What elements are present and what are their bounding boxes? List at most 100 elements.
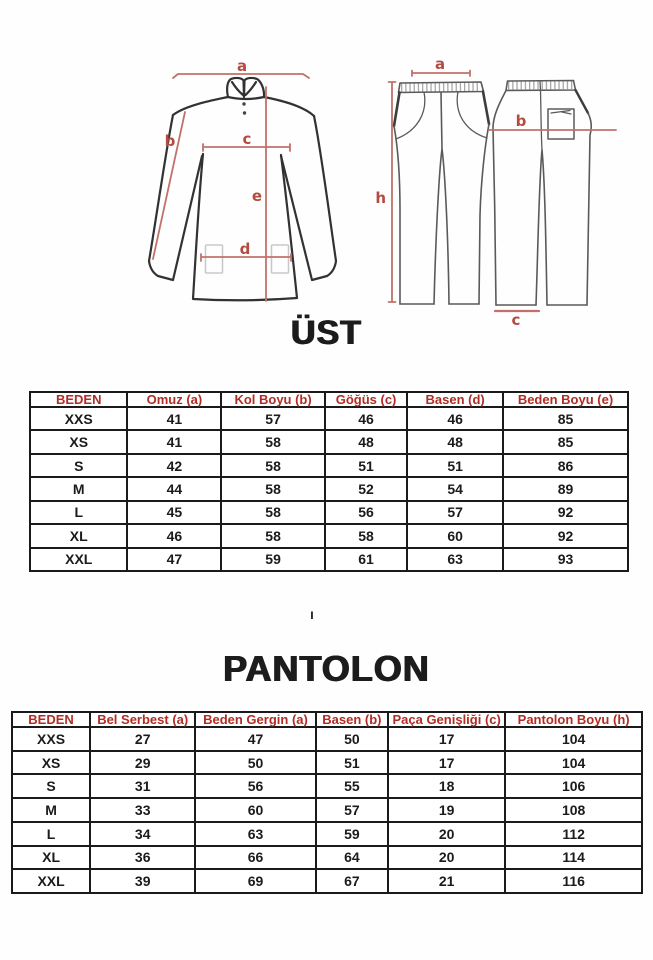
value-cell: 58	[220, 499, 326, 526]
value-cell: 56	[323, 499, 409, 526]
pants-label-h: h	[375, 189, 386, 207]
jacket-label-b: b	[165, 132, 176, 150]
table-row: L 34 63 59 20 112	[10, 820, 643, 847]
jacket-label-c: c	[243, 130, 252, 148]
value-cell: 64	[314, 844, 390, 871]
pants-front-schematic	[392, 81, 491, 305]
value-cell: 104	[504, 726, 643, 752]
column-header: Beden Gergin (a)	[194, 711, 317, 728]
ust-size-table: BEDEN Omuz (a) Kol Boyu (b) Göğüs (c) Ba…	[28, 391, 630, 573]
table-row: XXS 41 57 46 46 85	[28, 405, 630, 432]
value-cell: 55	[314, 773, 390, 800]
jacket-button	[242, 102, 246, 106]
column-header: Pantolon Boyu (h)	[504, 711, 643, 728]
pants-front-waistband	[397, 81, 485, 94]
value-cell: 46	[406, 405, 504, 432]
pants-back-outer-seams	[492, 89, 507, 306]
table-row: XL 46 58 58 60 92	[28, 523, 630, 549]
size-cell: XS	[28, 429, 129, 455]
value-cell: 54	[406, 476, 504, 502]
size-cell: M	[28, 476, 129, 502]
value-cell: 42	[126, 452, 223, 479]
table-row: XXL 47 59 61 63 93	[28, 546, 630, 573]
value-cell: 69	[194, 868, 317, 894]
value-cell: 50	[314, 726, 390, 752]
pantolon-size-table: BEDEN Bel Serbest (a) Beden Gergin (a) B…	[10, 711, 643, 894]
size-cell: XXL	[28, 546, 129, 573]
value-cell: 34	[89, 820, 197, 847]
measurement-labels: a b c e d a h b c	[165, 55, 527, 329]
pants-front-fly	[440, 91, 443, 150]
value-cell: 47	[194, 726, 317, 752]
value-cell: 17	[387, 726, 507, 752]
value-cell: 85	[501, 405, 630, 432]
value-cell: 67	[314, 868, 390, 894]
pants-back-pocket	[547, 108, 575, 140]
table-row: S 31 56 55 18 106	[10, 773, 643, 800]
value-cell: 57	[220, 405, 326, 432]
column-header: Göğüs (c)	[323, 391, 409, 408]
jacket-label-d: d	[240, 240, 251, 258]
size-cell: L	[28, 499, 129, 526]
value-cell: 60	[406, 523, 504, 549]
column-header: BEDEN	[10, 711, 92, 728]
value-cell: 41	[126, 429, 223, 455]
column-header: Beden Boyu (e)	[501, 391, 630, 408]
value-cell: 51	[314, 749, 390, 776]
pants-front-outer-seams	[393, 123, 490, 305]
measure-line-pants-a	[411, 69, 471, 77]
pants-front-pocket-bags	[395, 90, 488, 140]
pants-label-c: c	[512, 311, 521, 329]
jacket-pocket-right	[270, 244, 290, 274]
value-cell: 85	[501, 429, 630, 455]
value-cell: 48	[406, 429, 504, 455]
table-row: L 45 58 56 57 92	[28, 499, 630, 526]
value-cell: 41	[126, 405, 223, 432]
pants-back-outer-right	[586, 112, 593, 306]
value-cell: 39	[89, 868, 197, 894]
value-cell: 61	[323, 546, 409, 573]
value-cell: 57	[406, 499, 504, 526]
size-cell: XXS	[10, 726, 92, 752]
value-cell: 56	[194, 773, 317, 800]
value-cell: 47	[126, 546, 223, 573]
section-title-ust: ÜST	[291, 314, 362, 352]
value-cell: 51	[323, 452, 409, 479]
column-header: Basen (d)	[406, 391, 504, 408]
value-cell: 86	[501, 452, 630, 479]
column-header: Paça Genişliği (c)	[387, 711, 507, 728]
jacket-schematic	[147, 76, 338, 302]
pants-front-side-slants	[392, 90, 491, 128]
value-cell: 29	[89, 749, 197, 776]
value-cell: 20	[387, 844, 507, 871]
pants-back-fold-slant	[574, 88, 590, 115]
pants-front-waistband-hatch	[400, 82, 481, 92]
size-cell: XXS	[28, 405, 129, 432]
pants-back-center-seam	[539, 80, 543, 151]
table-row: XXS 27 47 50 17 104	[10, 726, 643, 752]
jacket-label-a: a	[237, 57, 247, 75]
value-cell: 51	[406, 452, 504, 479]
value-cell: 45	[126, 499, 223, 526]
value-cell: 60	[194, 797, 317, 823]
measure-line-jacket-d	[200, 253, 292, 262]
value-cell: 63	[194, 820, 317, 847]
value-cell: 18	[387, 773, 507, 800]
value-cell: 66	[194, 844, 317, 871]
value-cell: 52	[323, 476, 409, 502]
value-cell: 114	[504, 844, 643, 871]
value-cell: 58	[220, 476, 326, 502]
table-row: S 42 58 51 51 86	[28, 452, 630, 479]
value-cell: 46	[323, 405, 409, 432]
value-cell: 57	[314, 797, 390, 823]
jacket-pocket-left	[204, 244, 224, 274]
value-cell: 63	[406, 546, 504, 573]
value-cell: 36	[89, 844, 197, 871]
size-cell: XS	[10, 749, 92, 776]
value-cell: 112	[504, 820, 643, 847]
table-row: XL 36 66 64 20 114	[10, 844, 643, 871]
separator-tick-mark: ı	[310, 606, 314, 622]
pants-label-b: b	[516, 112, 527, 130]
size-cell: L	[10, 820, 92, 847]
